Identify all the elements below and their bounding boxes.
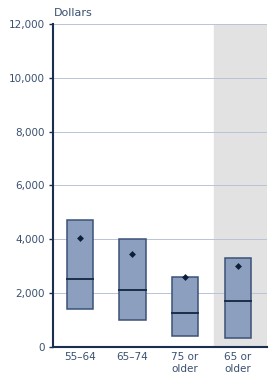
Bar [67,220,93,309]
Bar [172,277,198,336]
Text: Dollars: Dollars [53,8,92,18]
Bar [214,24,275,346]
Bar [225,258,251,338]
Bar [119,239,145,320]
